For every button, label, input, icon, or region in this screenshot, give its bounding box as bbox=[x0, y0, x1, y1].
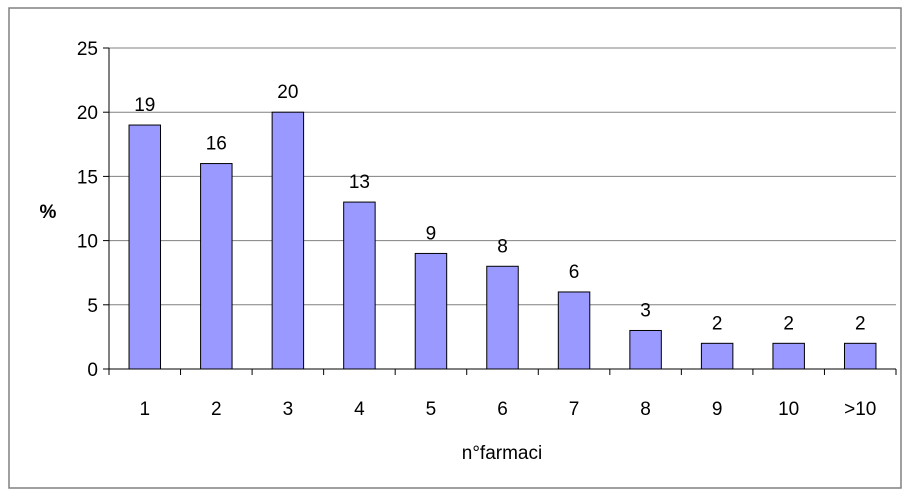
x-tick-label: 10 bbox=[778, 399, 799, 420]
axis-layer bbox=[103, 47, 897, 375]
y-axis-label: % bbox=[40, 202, 57, 223]
x-tick-label: 6 bbox=[497, 399, 508, 420]
data-label: 20 bbox=[277, 82, 298, 103]
bar bbox=[772, 342, 805, 370]
x-tick-label: 4 bbox=[354, 399, 365, 420]
bars-layer bbox=[128, 111, 877, 370]
x-tick-label: 9 bbox=[712, 399, 723, 420]
data-labels-layer: 19 16 20 13 9 8 6 3 2 2 2 bbox=[134, 82, 865, 334]
bar bbox=[629, 329, 662, 370]
data-label: 2 bbox=[712, 313, 723, 334]
data-label: 6 bbox=[569, 262, 580, 283]
y-tick-label: 25 bbox=[77, 39, 98, 60]
x-tick-label: >10 bbox=[844, 399, 876, 420]
bar bbox=[414, 252, 448, 370]
y-tick-label: 5 bbox=[87, 296, 98, 317]
x-tick-label: 2 bbox=[211, 399, 222, 420]
y-tick-label: 20 bbox=[77, 103, 98, 124]
grid-layer bbox=[109, 47, 896, 306]
data-label: 2 bbox=[855, 313, 866, 334]
ticks-layer: 0 5 10 15 20 25 1 2 3 4 5 6 7 8 9 10 >10 bbox=[77, 39, 876, 420]
data-label: 13 bbox=[349, 172, 370, 193]
data-label: 2 bbox=[783, 313, 794, 334]
bar bbox=[343, 201, 376, 370]
x-tick-label: 5 bbox=[426, 399, 437, 420]
y-tick-label: 15 bbox=[77, 167, 98, 188]
bar bbox=[128, 124, 162, 370]
x-tick-label: 8 bbox=[640, 399, 651, 420]
data-label: 9 bbox=[426, 223, 437, 244]
bar bbox=[486, 265, 519, 370]
data-label: 19 bbox=[134, 95, 155, 116]
bar bbox=[700, 342, 734, 370]
data-label: 8 bbox=[497, 236, 508, 257]
bar bbox=[843, 342, 877, 370]
x-tick-label: 7 bbox=[569, 399, 580, 420]
data-label: 3 bbox=[640, 300, 651, 321]
x-tick-label: 3 bbox=[283, 399, 294, 420]
y-tick-label: 10 bbox=[77, 232, 98, 253]
y-tick-label: 0 bbox=[87, 360, 98, 381]
bar bbox=[557, 291, 591, 370]
x-tick-label: 1 bbox=[139, 399, 150, 420]
data-label: 16 bbox=[206, 134, 227, 155]
bar bbox=[200, 163, 233, 370]
x-axis-label: n°farmaci bbox=[462, 443, 542, 464]
bar bbox=[271, 111, 305, 370]
